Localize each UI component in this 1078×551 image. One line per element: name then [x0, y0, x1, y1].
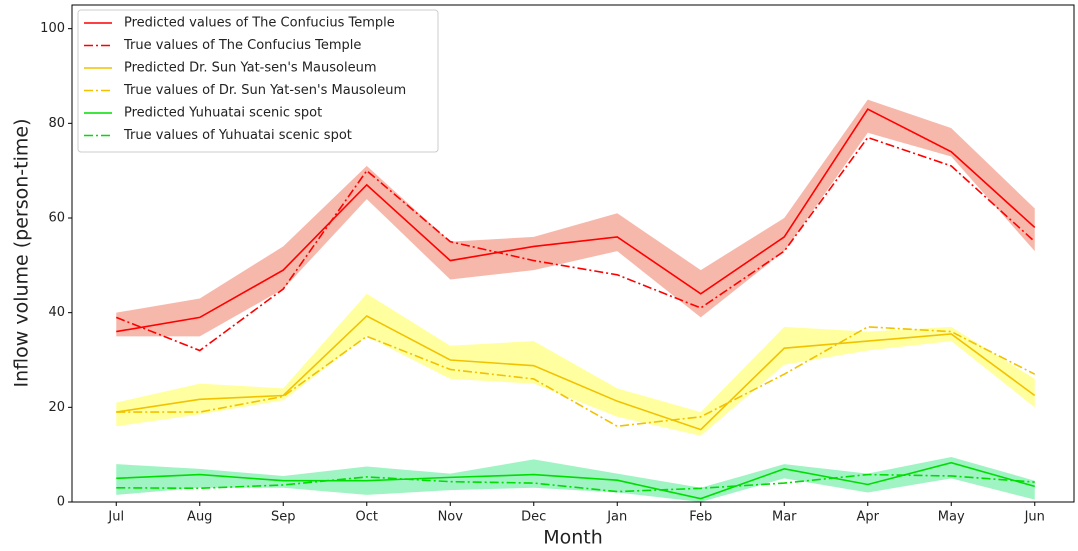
legend-box: [77, 9, 439, 153]
series-line: [116, 473, 1035, 493]
x-tick-label: Dec: [521, 510, 546, 525]
series-line: [116, 108, 1036, 333]
confidence-band: [116, 457, 1035, 502]
plot-frame: [71, 4, 1075, 503]
x-tick-label: Aug: [187, 510, 212, 525]
legend-label: Predicted Dr. Sun Yat-sen's Mausoleum: [124, 61, 377, 76]
x-tick-label: Apr: [857, 510, 880, 525]
confidence-band: [116, 293, 1035, 436]
x-tick-label: Oct: [356, 510, 378, 525]
x-tick-label: Sep: [271, 510, 296, 525]
y-tick-label: 60: [48, 211, 65, 226]
y-tick-label: 0: [57, 495, 65, 510]
y-axis-label: Inflow volume (person-time): [11, 119, 33, 388]
series-line: [116, 326, 1036, 428]
legend-label: True values of Yuhuatai scenic spot: [123, 128, 352, 143]
y-tick-label: 40: [48, 305, 65, 320]
series-line: [115, 136, 1036, 352]
y-tick-label: 20: [48, 400, 65, 415]
x-tick-label: May: [938, 510, 965, 525]
x-tick-label: Jul: [107, 510, 124, 525]
x-tick-label: Nov: [438, 510, 464, 525]
x-tick-label: Feb: [689, 510, 712, 525]
x-axis-label: Month: [543, 527, 603, 549]
legend-label: True values of Dr. Sun Yat-sen's Mausole…: [123, 83, 406, 98]
y-tick-label: 100: [40, 21, 65, 36]
y-tick-label: 80: [48, 116, 65, 131]
legend-label: Predicted values of The Confucius Temple: [124, 16, 395, 31]
x-tick-label: Jun: [1024, 510, 1045, 525]
legend-label: Predicted Yuhuatai scenic spot: [124, 106, 322, 121]
series-line: [116, 461, 1035, 500]
x-tick-label: Mar: [772, 510, 797, 525]
legend-label: True values of The Confucius Temple: [123, 38, 361, 53]
x-tick-label: Jan: [606, 510, 627, 525]
series-line: [116, 315, 1036, 431]
